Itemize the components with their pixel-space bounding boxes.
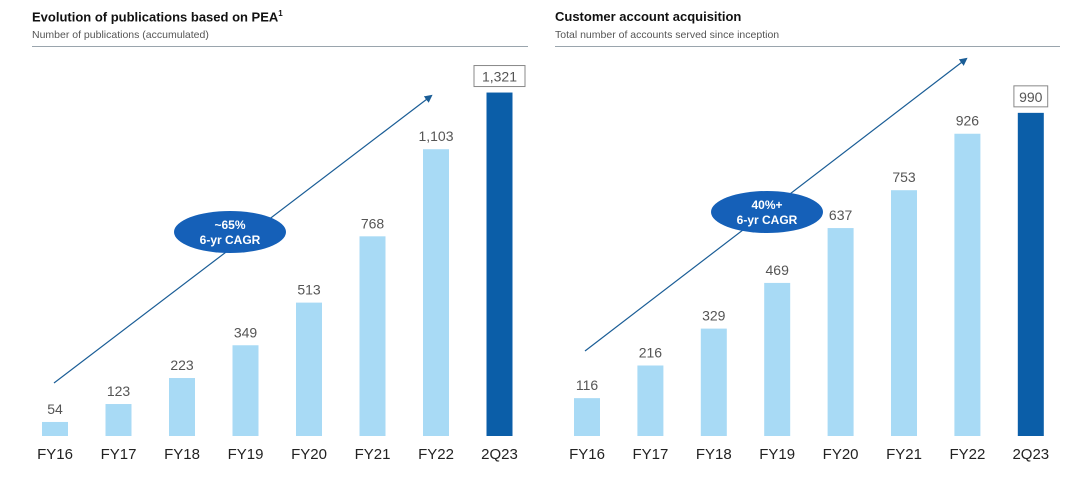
bar xyxy=(891,190,917,436)
bar xyxy=(637,365,664,436)
value-label: 123 xyxy=(107,383,131,399)
x-tick-label: FY20 xyxy=(823,446,859,463)
value-label: 349 xyxy=(234,324,258,340)
title-divider xyxy=(555,46,1060,47)
value-label-box xyxy=(1013,85,1049,108)
cagr-badge-line1: ~65% xyxy=(214,218,245,232)
bar xyxy=(764,282,791,436)
x-tick-label: FY21 xyxy=(355,446,391,463)
title-divider xyxy=(32,46,528,47)
x-tick-label: FY18 xyxy=(696,446,732,463)
chart-title: Customer account acquisition xyxy=(555,9,742,24)
chart-subtitle: Total number of accounts served since in… xyxy=(555,29,780,41)
footnote-marker: 1 xyxy=(278,9,283,18)
value-label-box xyxy=(473,65,526,88)
cagr-badge-line1: 40%+ xyxy=(751,198,782,212)
x-tick-label: FY17 xyxy=(101,446,137,463)
bar-chart-accounts: 116 FY16 216 FY17 329 FY18 469 FY19 637 FY20 753 FY… xyxy=(569,57,1049,463)
value-label: 513 xyxy=(297,282,321,298)
bar xyxy=(954,133,981,436)
value-label: 469 xyxy=(766,262,790,278)
value-label: 1,103 xyxy=(418,128,453,144)
x-tick-label: FY20 xyxy=(291,446,327,463)
x-tick-label: FY21 xyxy=(886,446,922,463)
value-label: 753 xyxy=(892,169,916,185)
bar-highlight xyxy=(1017,112,1044,436)
chart-panel-publications: Evolution of publications based on PEA1 … xyxy=(32,0,532,487)
x-tick-label: FY18 xyxy=(164,446,200,463)
bar xyxy=(827,228,854,436)
value-label: 637 xyxy=(829,207,853,223)
cagr-badge xyxy=(174,211,286,253)
cagr-badge-line2: 6-yr CAGR xyxy=(200,233,261,247)
bar xyxy=(423,149,449,436)
x-tick-label: 2Q23 xyxy=(481,446,518,463)
bar xyxy=(359,236,386,436)
bar xyxy=(574,398,600,436)
value-label: 926 xyxy=(956,113,980,129)
bar xyxy=(232,345,259,436)
value-label: 1,321 xyxy=(482,69,517,85)
x-tick-label: FY22 xyxy=(418,446,454,463)
chart-subtitle: Number of publications (accumulated) xyxy=(32,29,209,41)
value-label: 223 xyxy=(170,357,194,373)
x-tick-label: FY19 xyxy=(228,446,264,463)
bar xyxy=(700,328,727,436)
x-tick-label: FY19 xyxy=(759,446,795,463)
bar xyxy=(169,378,195,436)
bar xyxy=(42,421,68,436)
value-label: 329 xyxy=(702,308,726,324)
value-label: 216 xyxy=(639,344,663,360)
bar xyxy=(105,404,132,436)
x-tick-label: 2Q23 xyxy=(1012,446,1049,463)
value-label: 116 xyxy=(576,377,599,393)
x-tick-label: FY16 xyxy=(37,446,73,463)
chart-title: Evolution of publications based on PEA1 xyxy=(32,9,283,25)
chart-panel-accounts: Customer account acquisition Total numbe… xyxy=(555,0,1060,487)
x-tick-label: FY17 xyxy=(632,446,668,463)
bar-highlight xyxy=(486,92,513,436)
cagr-badge xyxy=(711,191,823,233)
value-label: 990 xyxy=(1019,89,1043,105)
value-label: 54 xyxy=(47,401,63,417)
cagr-badge-line2: 6-yr CAGR xyxy=(737,213,798,227)
value-label: 768 xyxy=(361,215,385,231)
bar-chart-publications: 54 FY16 123 FY17 223 FY18 349 FY19 513 FY20 768 FY2… xyxy=(37,65,526,463)
x-tick-label: FY16 xyxy=(569,446,605,463)
x-tick-label: FY22 xyxy=(949,446,985,463)
bar xyxy=(296,302,322,436)
